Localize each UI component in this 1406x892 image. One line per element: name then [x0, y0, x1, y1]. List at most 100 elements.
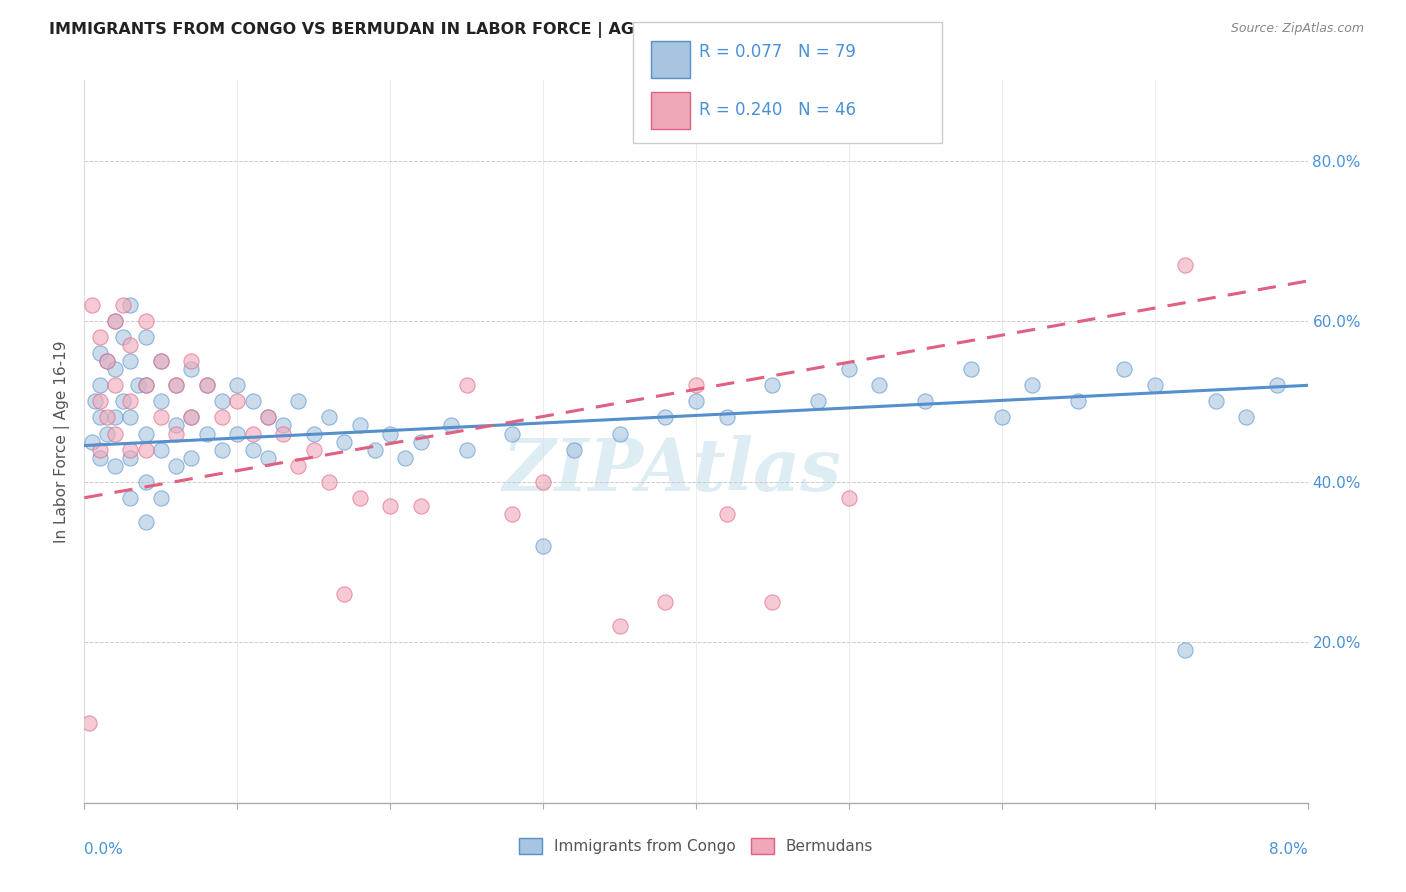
Point [440, 418, 463, 433]
Point [409, 499, 432, 513]
Point [271, 426, 294, 441]
Point [1205, 394, 1227, 409]
Point [135, 426, 157, 441]
Point [302, 442, 325, 457]
Point [120, 298, 142, 312]
Point [80, 298, 103, 312]
Point [120, 410, 142, 425]
Text: 0.0%: 0.0% [84, 842, 124, 856]
Point [77, 715, 100, 730]
Point [149, 354, 172, 368]
Point [716, 410, 738, 425]
Point [195, 426, 218, 441]
Point [180, 362, 202, 376]
Point [180, 450, 202, 465]
Point [654, 595, 676, 609]
Point [562, 442, 585, 457]
Point [761, 595, 783, 609]
Point [761, 378, 783, 392]
Point [149, 410, 172, 425]
Point [135, 378, 157, 392]
Point [195, 378, 218, 392]
Point [120, 450, 142, 465]
Point [1174, 258, 1197, 272]
Point [1265, 378, 1288, 392]
Point [685, 394, 707, 409]
Point [104, 378, 127, 392]
Point [135, 330, 157, 344]
Point [104, 458, 127, 473]
Text: R = 0.240   N = 46: R = 0.240 N = 46 [699, 101, 856, 119]
Point [195, 378, 218, 392]
Point [135, 378, 157, 392]
Point [111, 330, 134, 344]
Point [1174, 643, 1197, 657]
Point [89, 330, 111, 344]
Point [84, 394, 107, 409]
Point [104, 314, 127, 328]
Point [318, 410, 340, 425]
Point [409, 434, 432, 449]
Point [807, 394, 830, 409]
Point [149, 394, 172, 409]
Point [120, 338, 142, 352]
Point [165, 378, 187, 392]
Point [226, 426, 249, 441]
Point [531, 475, 554, 489]
Point [333, 434, 356, 449]
Point [165, 458, 187, 473]
Point [104, 362, 127, 376]
Point [1114, 362, 1136, 376]
Point [349, 491, 371, 505]
Point [838, 362, 860, 376]
Point [96, 354, 118, 368]
Point [318, 475, 340, 489]
Point [96, 426, 118, 441]
Point [456, 378, 478, 392]
Point [380, 426, 402, 441]
Point [991, 410, 1014, 425]
Point [135, 475, 157, 489]
Point [838, 491, 860, 505]
Point [1021, 378, 1043, 392]
Point [242, 426, 264, 441]
Point [96, 354, 118, 368]
Point [111, 394, 134, 409]
Point [609, 426, 631, 441]
Point [685, 378, 707, 392]
Point [135, 442, 157, 457]
Point [287, 394, 309, 409]
Point [271, 418, 294, 433]
Point [104, 410, 127, 425]
Point [257, 410, 280, 425]
Point [869, 378, 891, 392]
Point [211, 410, 233, 425]
Point [165, 378, 187, 392]
Point [89, 394, 111, 409]
Point [226, 378, 249, 392]
Point [716, 507, 738, 521]
Point [502, 507, 524, 521]
Point [211, 442, 233, 457]
Point [180, 410, 202, 425]
Y-axis label: In Labor Force | Age 16-19: In Labor Force | Age 16-19 [55, 340, 70, 543]
Point [456, 442, 478, 457]
Point [211, 394, 233, 409]
Point [89, 450, 111, 465]
Point [149, 354, 172, 368]
Point [180, 410, 202, 425]
Point [349, 418, 371, 433]
Point [609, 619, 631, 633]
Legend: Immigrants from Congo, Bermudans: Immigrants from Congo, Bermudans [513, 832, 879, 860]
Point [502, 426, 524, 441]
Point [1143, 378, 1166, 392]
Point [120, 491, 142, 505]
Point [120, 394, 142, 409]
Point [226, 394, 249, 409]
Point [120, 442, 142, 457]
Point [1236, 410, 1258, 425]
Text: IMMIGRANTS FROM CONGO VS BERMUDAN IN LABOR FORCE | AGE 16-19 CORRELATION CHART: IMMIGRANTS FROM CONGO VS BERMUDAN IN LAB… [49, 22, 900, 38]
Text: ZIPAtlas: ZIPAtlas [502, 435, 841, 506]
Point [104, 426, 127, 441]
Point [96, 410, 118, 425]
